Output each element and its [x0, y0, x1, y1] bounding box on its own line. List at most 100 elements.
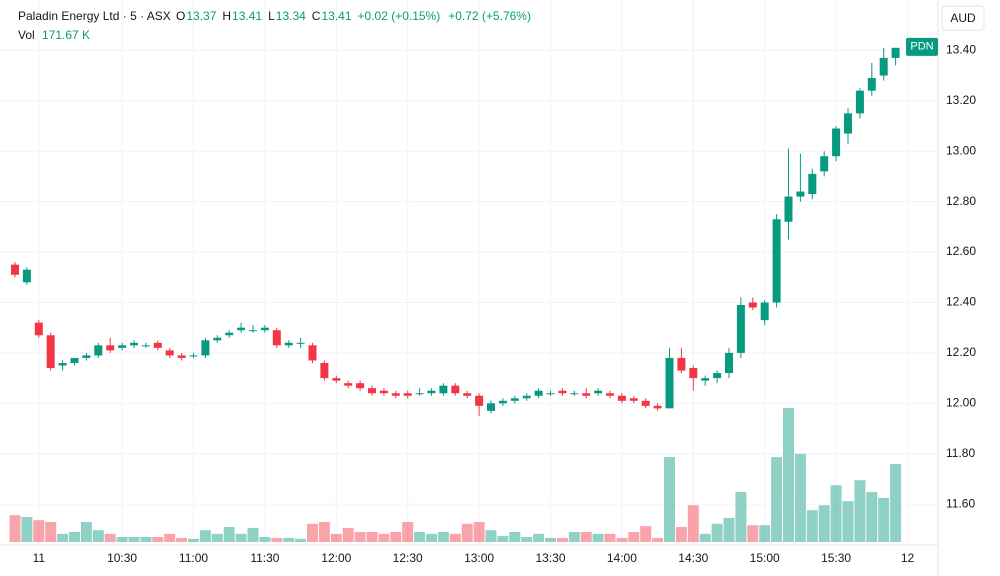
volume-bar — [21, 517, 33, 542]
candle-body — [796, 191, 805, 197]
candle-body — [677, 357, 686, 371]
volume-bar — [866, 492, 878, 542]
volume-bar — [687, 505, 699, 542]
legend: Paladin Energy Ltd · 5 · ASX Vol 171.67 … — [18, 9, 531, 42]
symbol-tag-bg — [906, 37, 938, 56]
candle-body — [379, 390, 388, 394]
volume-bar — [878, 497, 890, 542]
volume-bar — [9, 515, 21, 542]
volume-bar — [771, 457, 783, 542]
volume-bar — [247, 527, 259, 542]
candle-body — [498, 400, 507, 404]
volume-bar — [235, 533, 247, 542]
ohlc-key: L — [268, 9, 275, 23]
candle-body — [249, 330, 257, 332]
candle-body — [391, 393, 400, 396]
candle-body — [451, 385, 460, 394]
candle-body — [558, 390, 567, 394]
volume-bar — [437, 532, 449, 542]
volume-value: 171.67 K — [42, 28, 90, 42]
candle-body — [772, 219, 781, 303]
x-tick-label: 15:30 — [821, 551, 851, 565]
x-tick-label: 11:00 — [179, 551, 208, 565]
volume-bar — [128, 537, 140, 542]
volume-bar — [330, 533, 342, 542]
volume-bar — [57, 533, 69, 542]
volume-bar — [354, 532, 366, 542]
volume-bar — [378, 533, 390, 542]
volume-bar — [616, 537, 628, 542]
candle-body — [617, 395, 626, 401]
y-tick-label: 12.80 — [946, 194, 976, 208]
currency[interactable]: AUD — [950, 11, 976, 25]
candle-body — [356, 383, 365, 389]
volume-bar — [295, 538, 307, 542]
candle-body — [653, 405, 662, 409]
volume-bar — [806, 510, 818, 542]
candle-body — [11, 264, 19, 275]
candle-body — [284, 342, 293, 346]
y-tick-label: 12.40 — [946, 295, 976, 309]
candle-body — [415, 393, 424, 395]
candle-body — [153, 342, 162, 348]
volume-bar — [652, 537, 664, 542]
volume-bar — [152, 537, 164, 542]
volume-bar — [199, 530, 211, 542]
candle-body — [748, 302, 757, 308]
volume-bar — [211, 533, 223, 542]
x-tick-label: 14:30 — [678, 551, 708, 565]
candle-body — [106, 345, 115, 351]
candle-body — [594, 390, 603, 394]
candle-body — [201, 340, 210, 356]
candle-body — [891, 47, 900, 58]
candle-body — [855, 90, 864, 114]
candle-body — [725, 352, 733, 374]
candle-body — [58, 362, 67, 366]
candle-body — [189, 355, 198, 357]
ohlc-key: C — [312, 9, 321, 23]
y-tick-label: 11.60 — [946, 496, 975, 510]
candle-body — [130, 342, 138, 346]
y-tick-label: 13.20 — [946, 93, 976, 107]
candle-body — [225, 332, 234, 336]
candle-body — [296, 342, 305, 344]
candle-body — [403, 393, 412, 396]
candle-body — [82, 355, 91, 358]
volume-bar — [188, 538, 199, 542]
volume-bar — [759, 525, 771, 542]
y-tick-label: 13.40 — [946, 43, 976, 57]
volume-bar — [699, 533, 711, 542]
candle-body — [546, 393, 555, 395]
candle-body — [260, 327, 269, 331]
candle-body — [665, 357, 674, 409]
volume-bar — [556, 537, 568, 542]
symbol-tag: PDN — [910, 41, 933, 53]
candle-body — [141, 345, 150, 347]
candle-body — [606, 393, 614, 396]
y-tick-label: 11.80 — [946, 446, 975, 460]
volume-bar — [426, 533, 437, 542]
x-tick-label: 12 — [901, 551, 915, 565]
volume-bar — [461, 523, 473, 542]
volume-bar — [92, 530, 104, 542]
candle-body — [689, 368, 698, 379]
candle-body — [94, 345, 103, 356]
volume-bar — [473, 522, 485, 542]
grid — [0, 0, 938, 545]
candle-body — [736, 304, 745, 353]
volume-bar — [33, 520, 45, 542]
volume-bar — [818, 505, 830, 542]
volume-bar — [80, 522, 92, 542]
volume-bar — [842, 501, 854, 542]
volume-bar — [307, 523, 318, 542]
candle-body — [237, 327, 246, 331]
x-tick-label: 13:00 — [464, 551, 494, 565]
volume-bar — [45, 522, 57, 542]
candle-body — [46, 335, 55, 369]
volume-bar — [592, 533, 604, 542]
volume-bar — [69, 532, 80, 542]
volume-bar — [283, 537, 295, 542]
ohlc-value: 13.41 — [321, 9, 351, 23]
currency-button[interactable] — [941, 5, 985, 31]
